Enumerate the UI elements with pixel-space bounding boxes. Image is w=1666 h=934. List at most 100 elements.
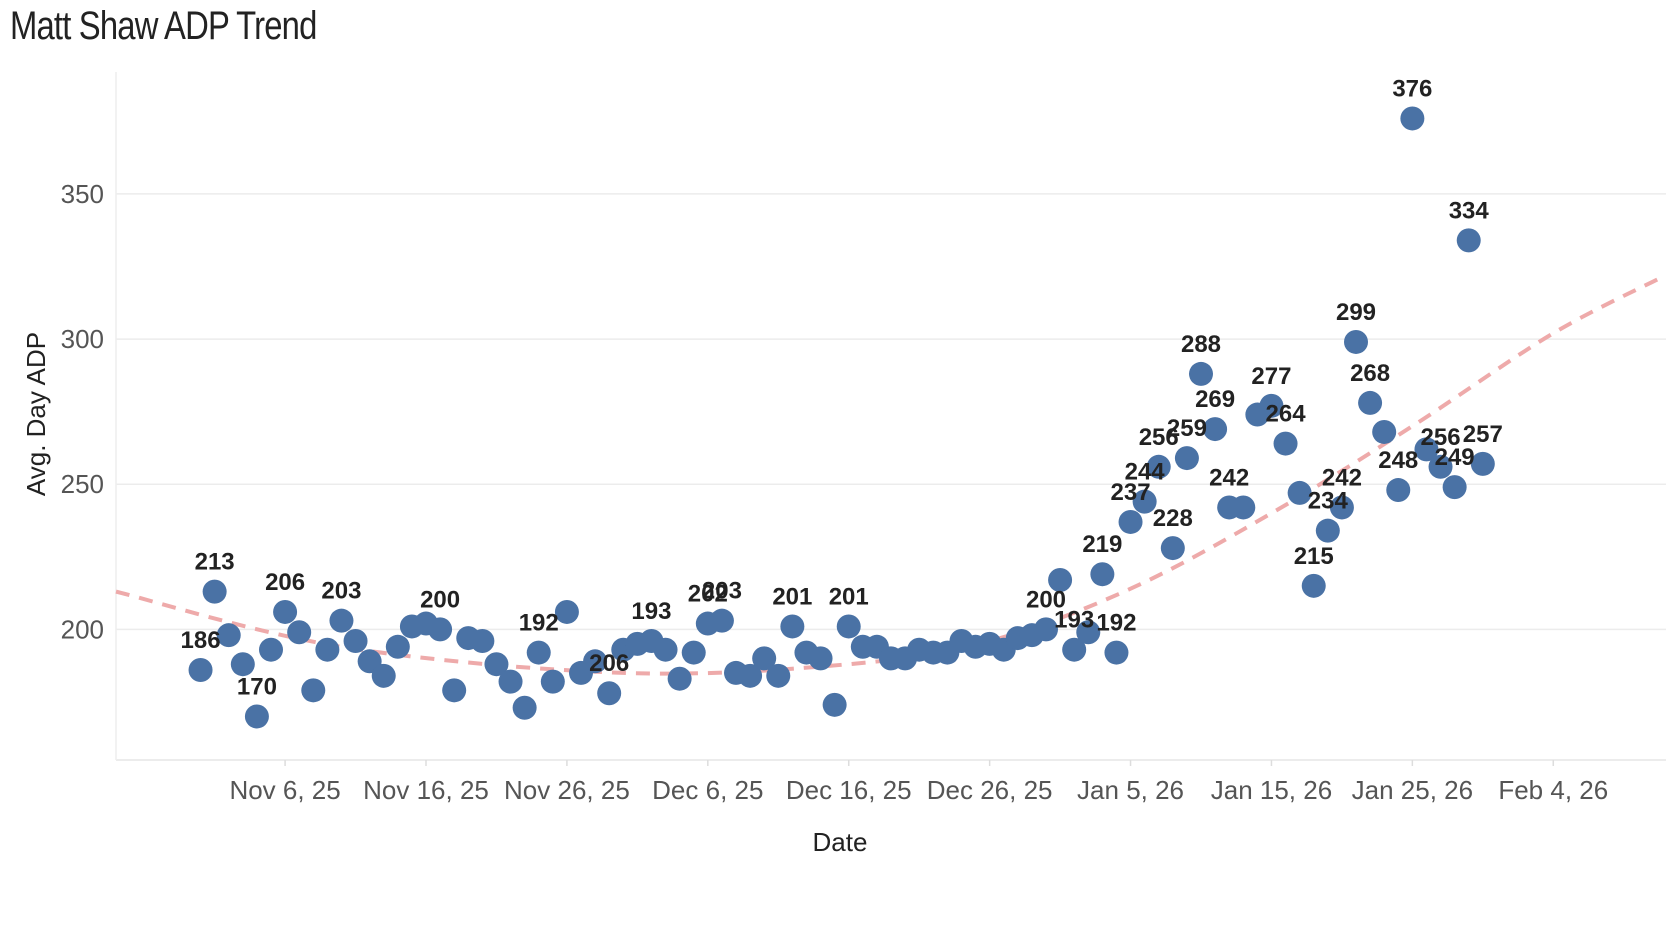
data-point [1189, 361, 1213, 386]
grid-lines [116, 193, 1666, 631]
x-axis-title: Date [813, 827, 868, 857]
data-point [1174, 446, 1199, 471]
data-point [1442, 475, 1467, 500]
data-label: 259 [1167, 415, 1207, 442]
data-point [1076, 620, 1101, 645]
data-point [1048, 568, 1073, 593]
data-label: 202 [688, 581, 728, 608]
data-label: 269 [1195, 386, 1235, 413]
data-point [597, 681, 622, 706]
data-point [512, 695, 537, 720]
data-point [428, 617, 453, 642]
data-label: 206 [265, 569, 305, 596]
data-label: 248 [1378, 447, 1418, 474]
data-point [202, 579, 227, 604]
data-label: 200 [1026, 586, 1066, 613]
data-label: 299 [1336, 299, 1376, 326]
x-tick-label: Dec 16, 25 [786, 775, 912, 805]
data-point [385, 634, 410, 659]
data-point [1062, 637, 1087, 662]
data-point [371, 663, 396, 688]
x-tick-label: Dec 26, 25 [927, 775, 1053, 805]
y-tick-label: 350 [61, 179, 104, 209]
data-label: 242 [1322, 464, 1362, 491]
data-point [1231, 495, 1256, 520]
data-point [554, 599, 579, 624]
data-label: 203 [702, 578, 742, 605]
data-point [1329, 495, 1354, 520]
data-label: 264 [1266, 401, 1307, 428]
data-label: 228 [1153, 505, 1193, 532]
data-label: 201 [772, 583, 812, 610]
data-point [484, 652, 509, 677]
x-tick-label: Jan 5, 26 [1077, 775, 1184, 805]
data-point [329, 608, 354, 633]
data-point [1132, 489, 1157, 514]
x-tick-label: Feb 4, 26 [1498, 775, 1608, 805]
data-point [230, 652, 255, 677]
data-label: 237 [1111, 479, 1151, 506]
data-label: 268 [1350, 360, 1390, 387]
x-tick-label: Dec 6, 25 [652, 775, 763, 805]
data-label: 288 [1181, 331, 1221, 358]
data-point [653, 637, 678, 662]
x-tick-label: Nov 26, 25 [504, 775, 630, 805]
data-label: 256 [1421, 424, 1461, 451]
data-point [667, 666, 692, 691]
data-point [1372, 419, 1397, 444]
data-point [287, 620, 312, 645]
data-point [808, 646, 833, 671]
data-label: 193 [631, 598, 671, 625]
data-label: 256 [1139, 424, 1179, 451]
data-point [738, 663, 763, 688]
data-point [1034, 617, 1058, 642]
data-point [583, 649, 608, 674]
data-label: 334 [1449, 197, 1490, 224]
data-point [752, 646, 777, 671]
data-point [526, 640, 551, 665]
y-tick-label: 250 [61, 469, 104, 499]
data-point [1470, 451, 1495, 476]
data-point [1344, 329, 1368, 354]
data-label: 203 [321, 578, 361, 605]
data-label: 213 [195, 549, 235, 576]
data-point [301, 678, 326, 703]
data-label: 234 [1308, 488, 1349, 515]
trend-line [115, 273, 1666, 676]
data-label: 186 [181, 627, 221, 654]
data-label: 200 [420, 586, 460, 613]
data-label: 170 [237, 673, 277, 700]
y-axis-ticks: 200 250 300 350 [61, 179, 104, 644]
data-point [1118, 509, 1143, 534]
data-point [1259, 393, 1284, 418]
x-tick-label: Jan 25, 26 [1352, 775, 1473, 805]
data-point [822, 692, 847, 717]
data-label: 249 [1435, 444, 1475, 471]
data-label: 192 [1096, 610, 1136, 637]
data-label: 376 [1392, 75, 1432, 102]
data-point [1400, 106, 1425, 131]
chart-title: Matt Shaw ADP Trend [10, 4, 317, 48]
data-point [1315, 518, 1340, 543]
data-point [1273, 431, 1298, 456]
data-point [1090, 562, 1115, 587]
data-point [343, 628, 368, 653]
data-point [273, 599, 298, 624]
data-point [1358, 390, 1383, 415]
data-point [1146, 454, 1171, 479]
y-tick-label: 200 [61, 614, 104, 644]
y-tick-label: 300 [61, 324, 104, 354]
data-point [1301, 573, 1326, 598]
data-point [1428, 454, 1453, 479]
data-label: 257 [1463, 421, 1503, 448]
data-label: 206 [589, 650, 629, 677]
data-point [216, 623, 241, 648]
data-point [244, 704, 269, 729]
data-points [188, 106, 1495, 729]
data-point [1160, 536, 1185, 561]
data-point [836, 614, 861, 639]
data-point [470, 628, 495, 653]
data-point [442, 678, 467, 703]
data-point [766, 663, 791, 688]
data-point [1104, 640, 1129, 665]
